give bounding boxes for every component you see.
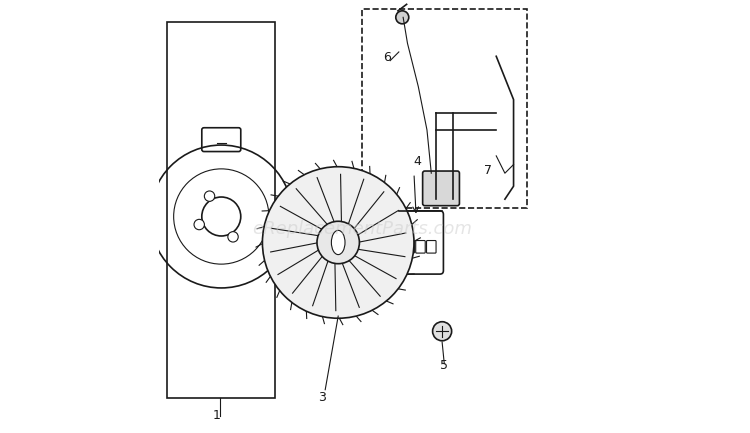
Text: 3: 3 [318, 391, 326, 404]
Circle shape [262, 167, 414, 318]
FancyBboxPatch shape [423, 171, 460, 206]
Text: 7: 7 [484, 164, 493, 177]
Text: 6: 6 [383, 52, 391, 65]
Circle shape [194, 220, 205, 230]
Text: 1: 1 [213, 409, 221, 422]
Circle shape [396, 11, 409, 24]
Text: 4: 4 [413, 155, 422, 168]
Circle shape [228, 232, 238, 242]
Text: 5: 5 [440, 359, 448, 372]
Circle shape [433, 322, 451, 341]
Circle shape [204, 191, 214, 201]
Text: eReplacementParts.com: eReplacementParts.com [252, 220, 472, 239]
Ellipse shape [332, 230, 345, 255]
Circle shape [317, 221, 359, 264]
